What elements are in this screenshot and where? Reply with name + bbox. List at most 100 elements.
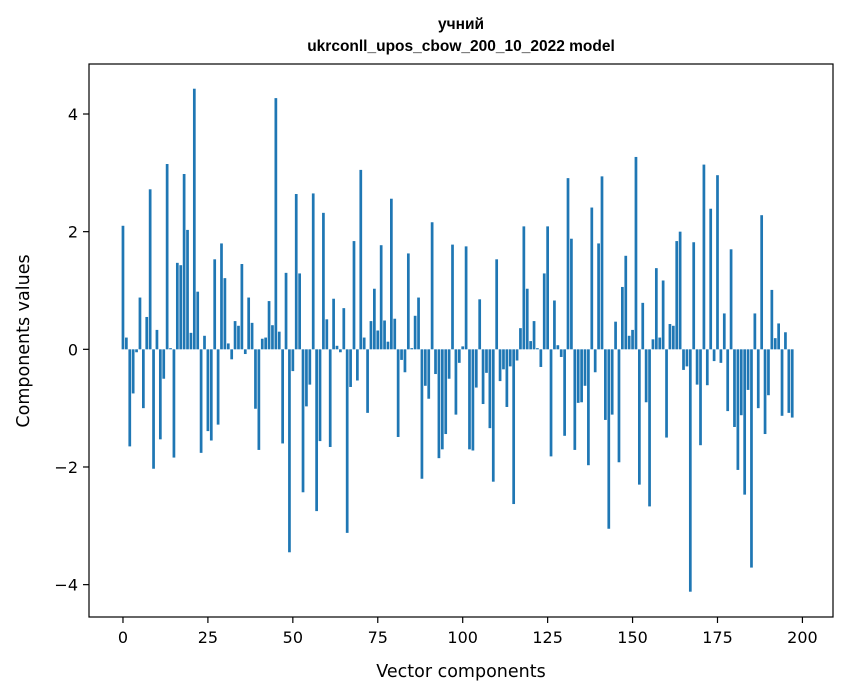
bar-193: [777, 323, 780, 350]
bar-90: [427, 349, 431, 399]
bar-88: [420, 349, 424, 479]
bars-group: [121, 88, 794, 592]
bar-194: [780, 349, 784, 416]
bar-21: [192, 88, 196, 350]
bar-22: [196, 291, 200, 350]
bar-125: [546, 226, 549, 350]
y-axis: −4 −2 0 2 4: [54, 105, 89, 595]
bar-20: [189, 332, 193, 350]
bar-25: [206, 349, 210, 432]
bar-148: [624, 255, 628, 350]
bar-183: [743, 349, 747, 495]
bar-138: [590, 207, 594, 350]
bar-69: [356, 349, 359, 381]
bar-72: [366, 349, 369, 413]
bar-116: [515, 349, 519, 361]
bar-109: [491, 349, 495, 482]
x-tick-label: 125: [532, 628, 563, 647]
bar-123: [539, 349, 543, 367]
bar-81: [396, 349, 400, 437]
bar-179: [729, 249, 733, 350]
bar-129: [559, 349, 563, 357]
bar-89: [423, 349, 427, 386]
bar-74: [373, 288, 376, 350]
bar-111: [498, 349, 502, 382]
bar-105: [478, 299, 482, 350]
bar-26: [209, 349, 213, 441]
bar-38: [250, 322, 254, 350]
bar-102: [468, 349, 471, 450]
bar-191: [770, 289, 774, 350]
bar-27: [213, 259, 217, 350]
y-tick-label: 4: [68, 105, 78, 124]
x-axis-label: Vector components: [376, 662, 545, 682]
bar-178: [726, 349, 730, 412]
y-tick-label: −2: [54, 458, 78, 477]
bar-13: [165, 164, 169, 350]
bar-195: [784, 332, 787, 350]
bar-35: [240, 264, 244, 350]
bar-31: [226, 343, 230, 350]
bar-131: [566, 178, 570, 350]
bar-110: [495, 259, 499, 350]
x-axis: 0 25 50 75 100 125 150 175 200: [118, 617, 818, 647]
bar-85: [410, 348, 414, 350]
bar-87: [417, 297, 420, 350]
bar-52: [298, 273, 301, 350]
bar-9: [152, 349, 155, 469]
bar-154: [644, 349, 648, 403]
bar-98: [454, 349, 458, 415]
bar-144: [610, 349, 614, 415]
bar-62: [332, 298, 335, 350]
bar-33: [233, 321, 237, 350]
bar-55: [308, 349, 312, 385]
bar-7: [145, 316, 149, 350]
bar-34: [237, 325, 240, 350]
bar-140: [597, 243, 600, 350]
bar-181: [736, 349, 740, 470]
bar-165: [682, 349, 685, 370]
bar-145: [614, 321, 617, 350]
bar-0: [121, 225, 125, 350]
bar-108: [488, 349, 492, 429]
bar-126: [549, 349, 553, 457]
bar-197: [790, 349, 794, 418]
bar-150: [631, 329, 634, 350]
bar-50: [291, 349, 295, 372]
bar-158: [658, 337, 662, 350]
bar-2: [128, 349, 132, 447]
bar-32: [230, 349, 234, 360]
bar-134: [576, 349, 580, 403]
bar-133: [573, 349, 577, 450]
bar-136: [583, 349, 587, 386]
bar-14: [169, 348, 172, 350]
bar-192: [773, 338, 777, 350]
bar-115: [512, 349, 516, 505]
bar-106: [481, 349, 485, 405]
bar-71: [362, 337, 366, 350]
bar-97: [451, 244, 454, 350]
plot-frame: [88, 63, 834, 618]
bar-137: [587, 349, 590, 466]
bar-78: [386, 341, 390, 350]
bar-63: [335, 345, 339, 350]
bar-100: [461, 346, 465, 350]
bar-153: [641, 302, 645, 350]
x-tick-label: 100: [447, 628, 478, 647]
x-tick-label: 25: [198, 628, 218, 647]
bar-120: [529, 341, 532, 350]
bar-15: [172, 349, 176, 458]
bar-141: [600, 176, 604, 350]
bar-5: [138, 297, 142, 350]
bar-3: [131, 349, 135, 394]
bar-76: [379, 245, 383, 350]
bar-176: [719, 349, 723, 363]
bar-185: [750, 349, 753, 568]
bar-175: [716, 175, 719, 350]
chart-title-line-2: ukrconll_upos_cbow_200_10_2022 model: [307, 38, 615, 55]
bar-44: [271, 325, 274, 350]
bar-40: [257, 349, 261, 450]
bar-169: [695, 349, 699, 385]
bar-41: [260, 338, 264, 350]
